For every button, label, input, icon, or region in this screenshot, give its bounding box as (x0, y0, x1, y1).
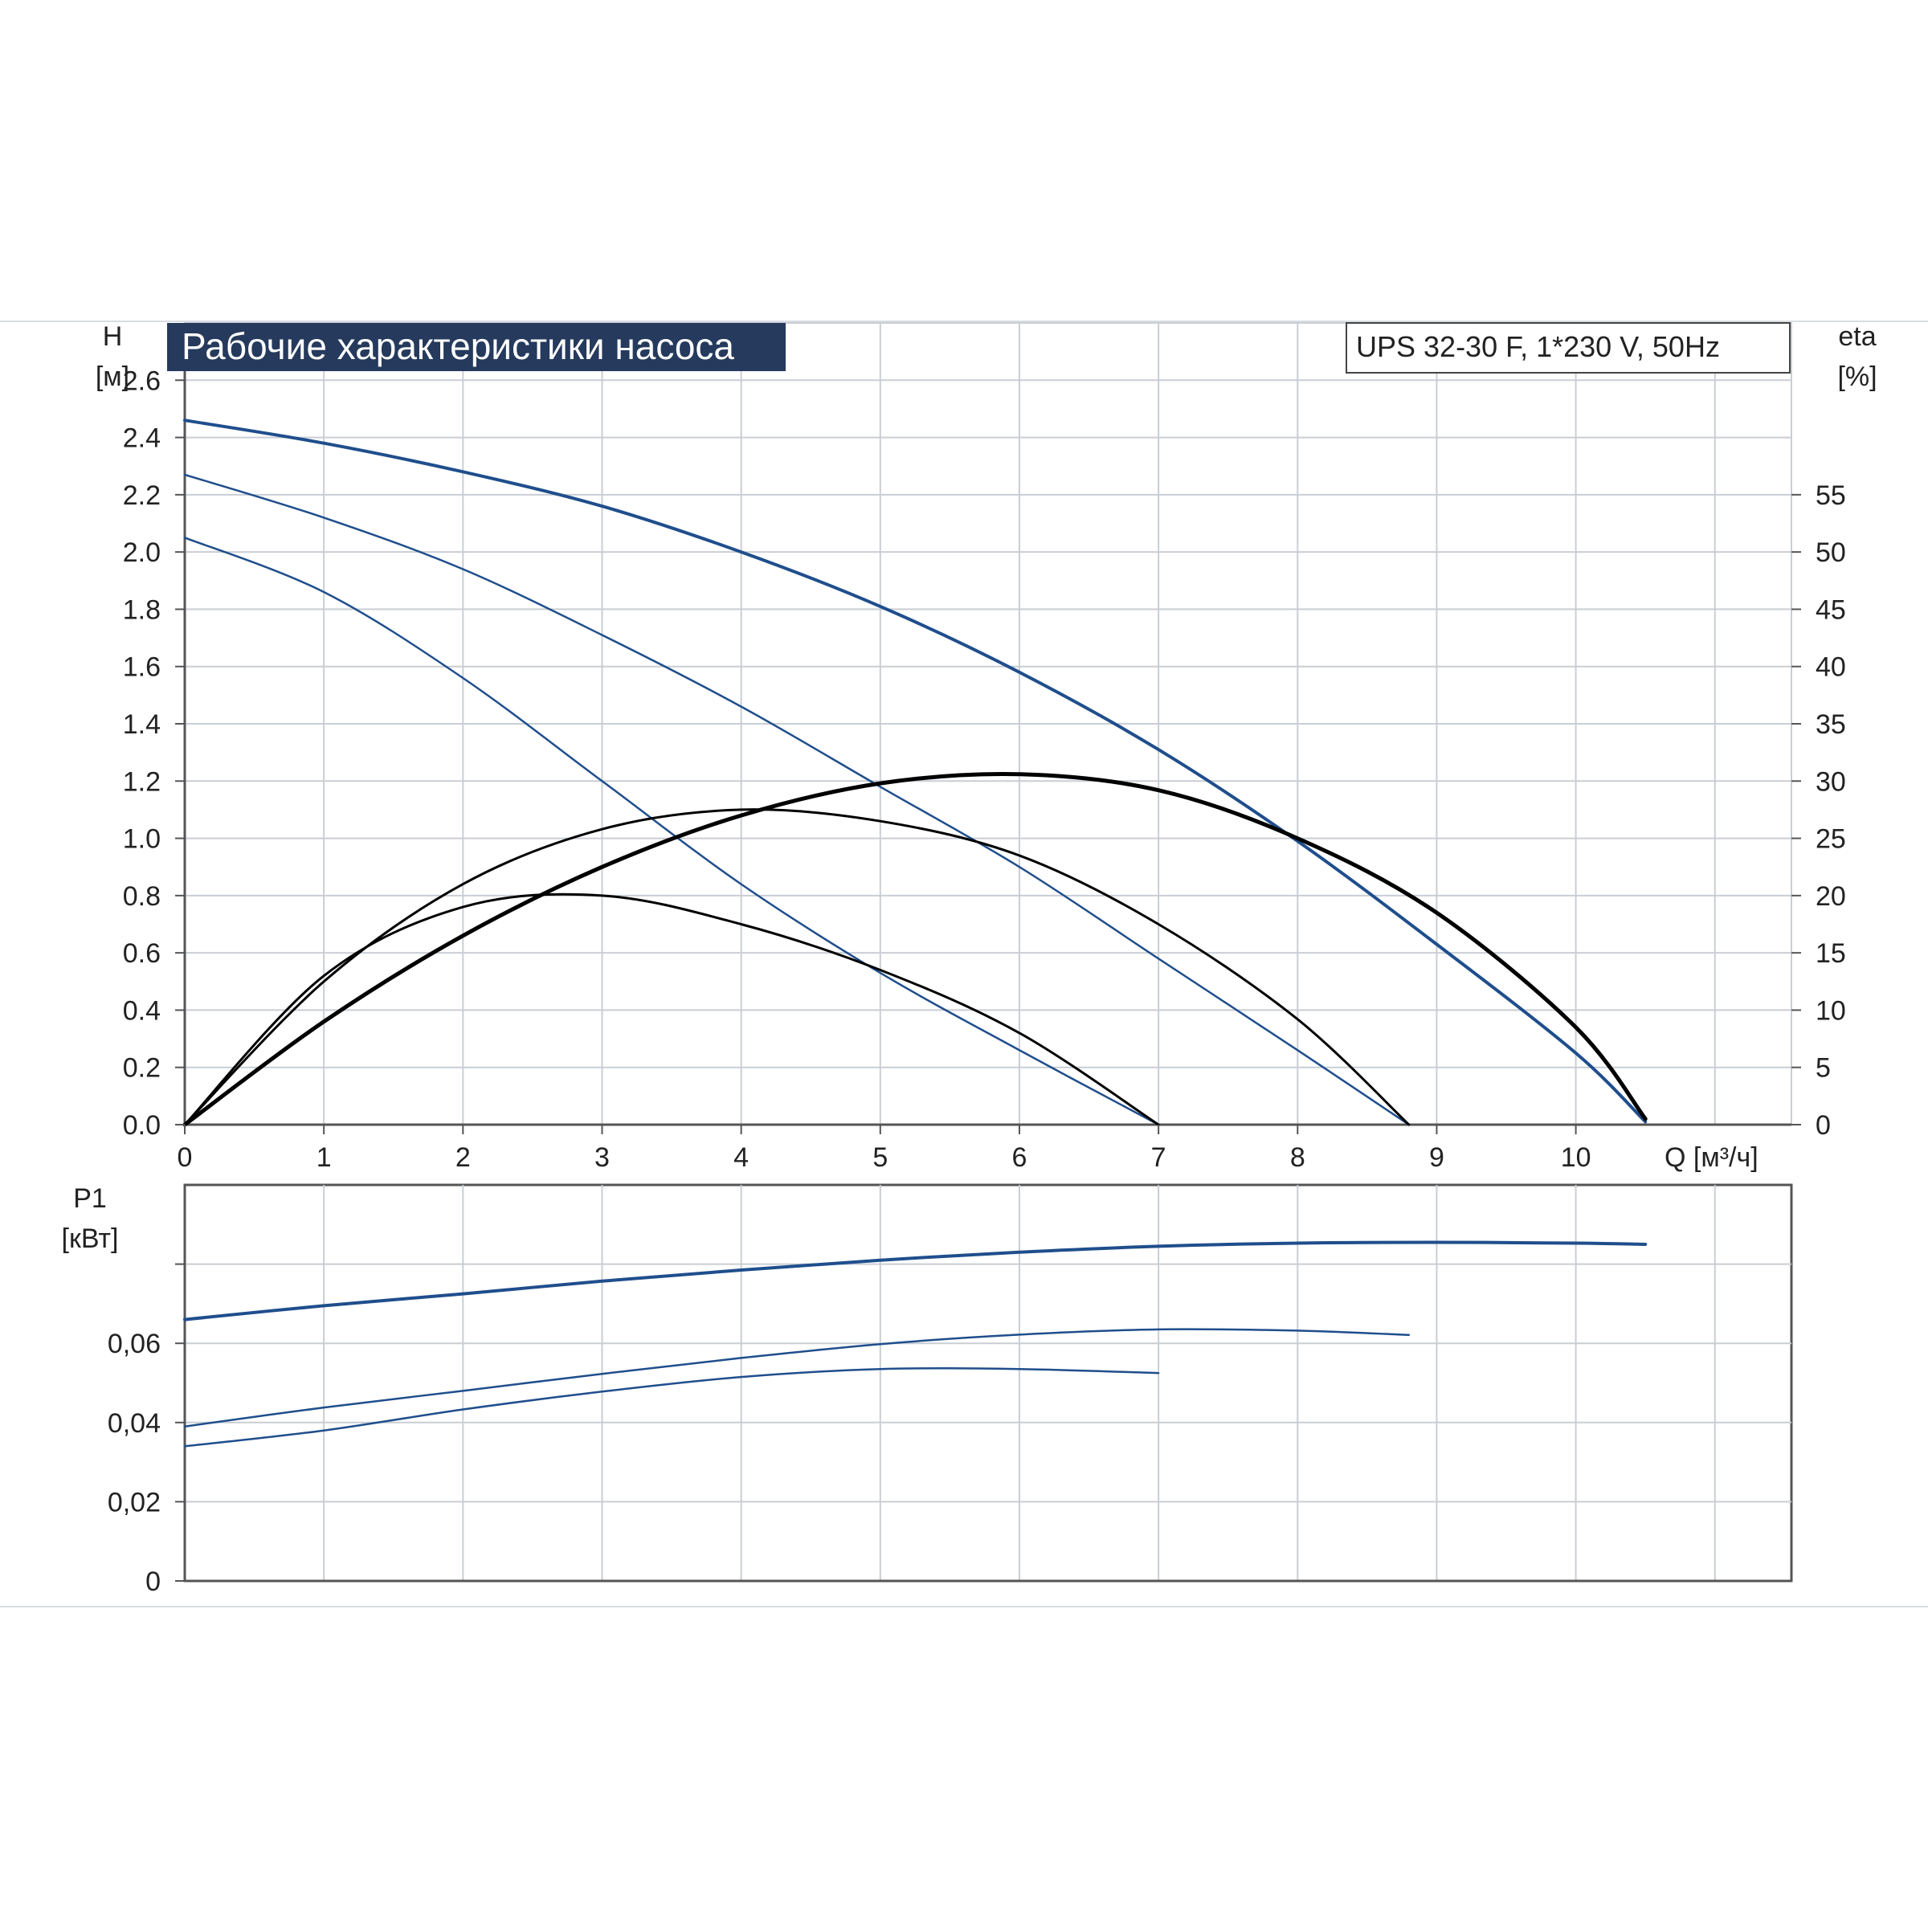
y-left-tick-label: 0.2 (123, 1053, 161, 1084)
chart-title: Рабочие характеристики насоса (182, 325, 734, 367)
y-left-tick-label: 1.6 (123, 652, 161, 683)
power-y-tick-label: 0,04 (108, 1408, 161, 1439)
y-right-tick-label: 50 (1816, 537, 1846, 568)
power-plot-area (183, 1183, 1793, 1583)
model-label-box (1346, 322, 1791, 374)
y-right-tick-label: 20 (1816, 881, 1846, 912)
x-tick-label: 6 (1012, 1142, 1027, 1173)
power-curve-1 (183, 1240, 1648, 1321)
x-tick-label: 4 (733, 1142, 749, 1173)
y-right-tick-label: 5 (1816, 1053, 1831, 1084)
x-tick-label: 7 (1151, 1142, 1166, 1173)
y-right-tick-label: 25 (1816, 824, 1846, 855)
head-curve-2 (183, 473, 1411, 1126)
model-label: UPS 32-30 F, 1*230 V, 50Hz (1356, 330, 1720, 363)
head-curve-1 (183, 419, 1648, 1124)
y-left-tick-label: 1.4 (123, 709, 161, 740)
y-right-tick-label: 45 (1816, 594, 1846, 625)
y-left-tick-label: 2.2 (123, 480, 161, 511)
efficiency-curve-2 (183, 808, 1411, 1126)
y-axis-unit-eta: [%] (1837, 361, 1877, 392)
y-left-tick-label: 2.4 (123, 423, 161, 454)
y-right-tick-label: 0 (1816, 1110, 1831, 1141)
power-chart-labels: 0 0,02 0,04 0,06 (108, 1263, 185, 1597)
x-tick-label: 9 (1429, 1142, 1444, 1173)
x-tick-label: 10 (1561, 1142, 1591, 1173)
x-tick-label: 0 (178, 1142, 193, 1173)
y-left-tick-label: 0.6 (123, 938, 161, 969)
y-right-tick-label: 10 (1816, 995, 1846, 1026)
power-chart-grid (183, 1183, 1793, 1583)
y-right-tick-label: 35 (1816, 709, 1846, 740)
x-tick-label: 2 (455, 1142, 471, 1173)
y-left-tick-label: 1.2 (123, 766, 161, 797)
y-right-tick-label: 15 (1816, 938, 1846, 969)
y-axis-label-eta: eta (1838, 321, 1876, 352)
x-tick-label: 8 (1290, 1142, 1305, 1173)
x-tick-label: 3 (594, 1142, 610, 1173)
y-right-tick-label: 55 (1816, 480, 1846, 511)
y-left-tick-label: 0.4 (123, 995, 161, 1026)
y-left-tick-label: 2.0 (123, 537, 161, 568)
y-left-tick-label: 1.8 (123, 594, 161, 625)
y-left-tick-label: 0.8 (123, 881, 161, 912)
power-y-tick-label: 0,06 (108, 1329, 161, 1359)
y-right-tick-label: 40 (1816, 652, 1846, 683)
power-curve-2 (183, 1328, 1411, 1428)
x-tick-label: 5 (872, 1142, 888, 1173)
efficiency-curve-3 (183, 892, 1160, 1126)
y-axis-label-p1: P1 (73, 1183, 107, 1214)
y-left-tick-label: 0.0 (123, 1110, 161, 1141)
power-y-tick-label: 0,02 (108, 1487, 161, 1517)
power-curve-3 (183, 1367, 1160, 1448)
x-axis-label-q: Q [м³/ч] (1665, 1142, 1758, 1173)
y-axis-label-h: H (103, 321, 123, 352)
y-axis-unit-p1: [кВт] (62, 1223, 119, 1254)
head-chart-labels: 0 1 2 3 4 5 6 7 8 9 100.00.20.40.60.81.01.21.41.61… (123, 366, 1846, 1173)
head-chart-curves (182, 419, 1648, 1127)
chart-title-background (167, 323, 786, 371)
y-axis-unit-h: [м] (96, 361, 129, 392)
y-left-tick-label: 1.0 (123, 824, 161, 855)
power-chart-curves (183, 1240, 1648, 1448)
power-y-tick-label: 0 (145, 1566, 161, 1597)
x-tick-label: 1 (317, 1142, 332, 1173)
efficiency-curve-1 (182, 771, 1648, 1127)
y-right-tick-label: 30 (1816, 766, 1846, 797)
head-chart-grid (183, 322, 1792, 1126)
y-left-tick-label: 2.6 (123, 366, 161, 396)
